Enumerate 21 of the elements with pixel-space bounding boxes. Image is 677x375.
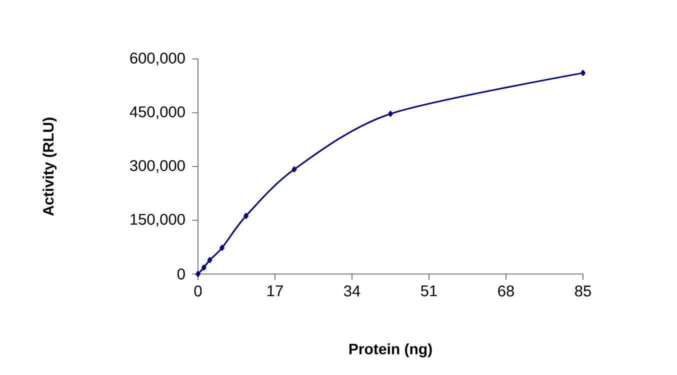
y-tick-label: 450,000 (130, 106, 185, 120)
y-tick-label: 300,000 (130, 160, 185, 173)
x-tick-label: 17 (268, 286, 283, 296)
y-tick-label: 150,000 (130, 214, 185, 227)
x-tick-label: 85 (575, 286, 591, 296)
point (292, 166, 297, 172)
x-tick-label: 0 (194, 286, 202, 296)
y-axis-title: Activity (RLU) (42, 118, 57, 216)
point (244, 212, 248, 219)
y-tick-label: 600,000 (130, 52, 185, 66)
x-tick-label: 68 (498, 286, 514, 296)
point (201, 264, 206, 271)
x-tick-label: 51 (421, 286, 437, 296)
point (220, 244, 224, 251)
point (388, 110, 393, 117)
point (207, 257, 212, 264)
point (580, 70, 586, 76)
y-tick-label: 0 (177, 268, 185, 280)
x-axis-title: Protein (ng) (349, 343, 432, 358)
point (196, 271, 200, 277)
x-tick-label: 34 (344, 286, 360, 296)
